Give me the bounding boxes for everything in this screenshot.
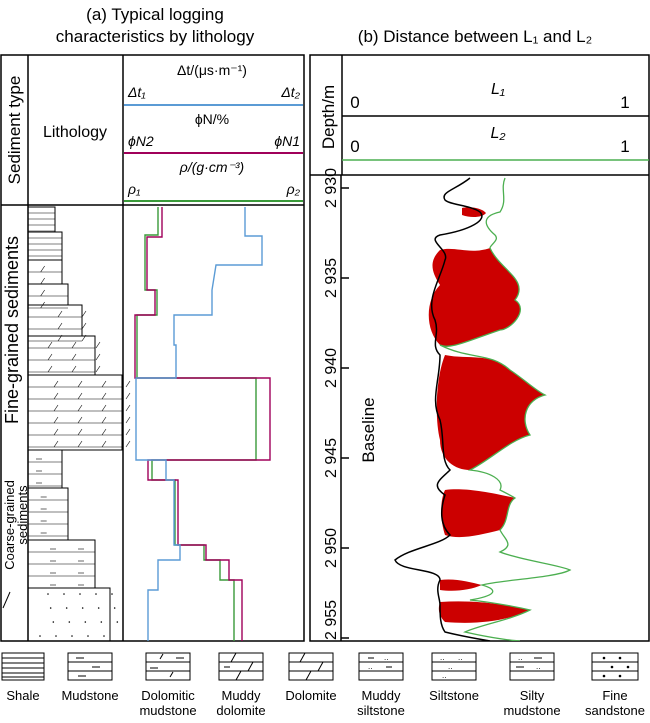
svg-text:..: ..	[440, 653, 444, 662]
svg-text:..: ..	[368, 662, 372, 671]
panel-a-title-line1: (a) Typical logging	[86, 5, 224, 24]
legend-swatches: .... .... .... .. ..	[1, 652, 639, 681]
lithology-cell	[27, 335, 101, 376]
phi-left-label: ϕN2	[128, 133, 154, 149]
muddy-siltstone-pattern: ....	[358, 652, 404, 681]
lithology-cell	[27, 206, 56, 233]
legend-item-silty-mudstone: Silty mudstone	[492, 688, 572, 718]
dolomitic-mudstone-pattern	[145, 652, 191, 681]
siltstone-pattern: .... ....	[431, 652, 477, 681]
baseline-label: Baseline	[359, 397, 378, 462]
legend-label: Shale	[6, 688, 40, 703]
legend-label: Siltstone	[429, 688, 479, 703]
l1-label: L₁	[491, 81, 505, 98]
rho-left-label: ρ₁	[127, 181, 141, 197]
phi-right-label: ϕN1	[274, 133, 300, 149]
legend-item-dolomite: Dolomite	[271, 688, 351, 703]
rho-curve	[136, 207, 257, 641]
mudstone-pattern	[67, 652, 113, 681]
l2-min-label: 0	[350, 137, 359, 156]
legend-label: Muddy dolomite	[216, 688, 266, 718]
legend-label: Muddy siltstone	[357, 688, 405, 718]
depth-tick-2950: 2 950	[323, 528, 340, 568]
logging-curves	[134, 207, 271, 641]
legend-item-shale: Shale	[0, 688, 63, 703]
depth-tick-labels: 2 930 2 935 2 940 2 945 2 950 2 955	[323, 168, 340, 640]
l2-max-label: 1	[620, 137, 629, 156]
legend-item-muddy-siltstone: Muddy siltstone	[341, 688, 421, 718]
dolomite-pattern	[288, 652, 334, 681]
lithology-legend: .... .... .... .. .. Shale Mudstone Dolo…	[0, 651, 650, 723]
depth-axis	[340, 175, 349, 641]
svg-text:..: ..	[458, 653, 462, 662]
shale-pattern	[1, 652, 45, 681]
legend-item-mudstone: Mudstone	[50, 688, 130, 703]
fine-grained-label: Fine-grained sediments	[2, 236, 22, 424]
svg-text:..: ..	[448, 662, 452, 671]
svg-text:..: ..	[442, 671, 446, 680]
lithology-cell	[27, 283, 69, 309]
lithology-cell	[27, 487, 69, 541]
phi-curve	[134, 207, 271, 641]
legend-label: Mudstone	[61, 688, 119, 703]
dt-left-label: Δt₁	[127, 84, 146, 100]
rho-title: ρ/(g·cm⁻³)	[179, 159, 244, 175]
l1-curve	[394, 177, 491, 641]
phi-title: ϕN/%	[195, 111, 229, 127]
legend-item-fine-sandstone: Fine sandstone	[575, 688, 650, 718]
figure: (a) Typical logging characteristics by l…	[0, 5, 650, 642]
depth-tick-2940: 2 940	[323, 348, 340, 388]
legend-label: Dolomitic mudstone	[139, 688, 197, 718]
lithology-cell	[27, 259, 63, 285]
lithology-cell	[27, 449, 63, 489]
lithology-cell	[27, 374, 131, 451]
dt-right-label: Δt₂	[280, 84, 300, 100]
l2-label: L₂	[491, 125, 506, 142]
depth-tick-2945: 2 945	[323, 438, 340, 478]
rho-right-label: ρ₂	[286, 181, 301, 197]
legend-item-muddy-dolomite: Muddy dolomite	[201, 688, 281, 718]
legend-label: Fine sandstone	[585, 688, 645, 718]
legend-label: Silty mudstone	[503, 688, 561, 718]
legend-item-dolomitic-mudstone: Dolomitic mudstone	[128, 688, 208, 718]
red-fill-region	[428, 207, 545, 623]
svg-text:..: ..	[384, 653, 388, 662]
silty-mudstone-pattern: .. ..	[509, 652, 555, 681]
l1-min-label: 0	[350, 93, 359, 112]
sediment-type-header: Sediment type	[5, 76, 24, 185]
depth-axis-label: Depth/m	[319, 85, 338, 149]
legend-item-siltstone: Siltstone	[414, 688, 494, 703]
depth-tick-2930: 2 930	[323, 168, 340, 208]
curve-header: Δt/(μs·m⁻¹) Δt₁ Δt₂ ϕN/% ϕN2 ϕN1 ρ/(g·cm…	[124, 62, 303, 202]
dt-title: Δt/(μs·m⁻¹)	[177, 62, 247, 78]
depth-tick-2935: 2 935	[323, 258, 340, 298]
panel-a-title-line2: characteristics by lithology	[56, 27, 255, 46]
dt-curve	[135, 207, 263, 641]
legend-label: Dolomite	[285, 688, 337, 703]
fine-sandstone-pattern	[591, 652, 639, 681]
l1-max-label: 1	[620, 93, 629, 112]
lithology-header: Lithology	[43, 124, 107, 141]
l2-curve	[439, 177, 572, 641]
svg-text:..: ..	[536, 662, 540, 671]
distance-curves	[394, 177, 572, 641]
coarse-grained-label-2: sediments	[15, 485, 30, 545]
svg-text:..: ..	[518, 653, 522, 662]
panel-b-title: (b) Distance between L₁ and L₂	[358, 27, 592, 46]
depth-tick-2955: 2 955	[323, 600, 340, 640]
coarse-grained-label-1: Coarse-grained	[2, 480, 17, 570]
lithology-cell	[27, 587, 119, 642]
lithology-column	[27, 206, 131, 642]
muddy-dolomite-pattern	[218, 652, 264, 681]
lithology-cell	[27, 231, 63, 261]
coarse-pointer-line	[2, 591, 11, 609]
lithology-cell	[27, 539, 96, 589]
panel-b-frame	[309, 54, 650, 642]
